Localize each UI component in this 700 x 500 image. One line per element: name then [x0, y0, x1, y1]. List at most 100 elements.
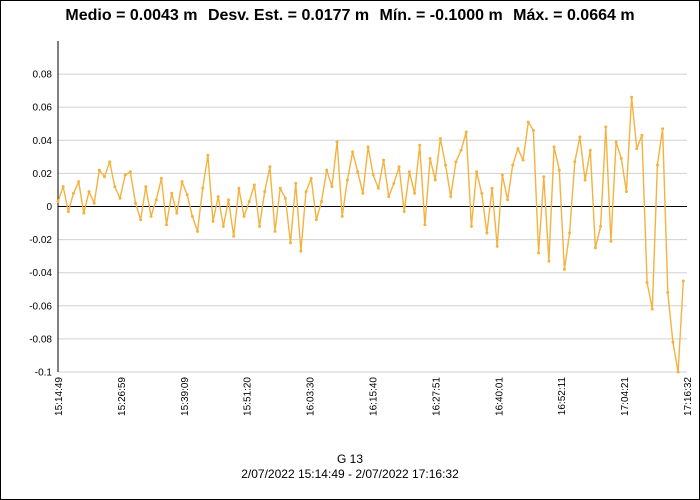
data-point: [661, 127, 665, 131]
data-point: [464, 130, 468, 134]
data-point: [113, 185, 117, 189]
data-point: [221, 224, 225, 228]
data-point: [588, 148, 592, 152]
data-point: [258, 224, 262, 228]
data-point: [211, 219, 215, 223]
data-point: [201, 186, 205, 190]
data-point: [149, 214, 153, 218]
data-point: [304, 190, 308, 194]
data-point: [190, 214, 194, 218]
title-min: Mín. = -0.1000 m: [379, 7, 503, 24]
data-point: [273, 229, 277, 233]
data-point: [681, 279, 685, 283]
x-tick-label: 15:39:09: [180, 377, 191, 416]
data-point: [459, 148, 463, 152]
data-point: [531, 128, 535, 132]
data-point: [340, 214, 344, 218]
data-point: [361, 191, 365, 195]
data-point: [108, 160, 112, 164]
title-mean: Medio = 0.0043 m: [65, 7, 198, 24]
data-point: [237, 186, 241, 190]
data-point: [61, 185, 65, 189]
data-point: [495, 244, 499, 248]
data-point: [325, 168, 329, 172]
data-point: [123, 173, 127, 177]
data-point: [351, 150, 355, 154]
data-point: [82, 211, 86, 215]
data-point: [128, 170, 132, 174]
data-point: [593, 246, 597, 250]
x-tick-label: 15:26:59: [117, 377, 128, 416]
data-point: [139, 218, 143, 222]
data-point: [185, 193, 189, 197]
data-point: [118, 196, 122, 200]
data-point: [578, 135, 582, 139]
data-point: [159, 176, 163, 180]
data-point: [490, 186, 494, 190]
data-point: [77, 180, 81, 184]
data-point: [599, 224, 603, 228]
data-point: [170, 191, 174, 195]
data-point: [547, 259, 551, 263]
y-tick-label: -0.06: [29, 301, 52, 312]
data-point: [278, 186, 282, 190]
data-point: [356, 170, 360, 174]
data-point: [382, 158, 386, 162]
data-point: [268, 165, 272, 169]
data-point: [97, 168, 101, 172]
data-point: [454, 160, 458, 164]
data-point: [72, 191, 76, 195]
data-point: [475, 170, 479, 174]
data-point: [650, 307, 654, 311]
data-point: [666, 291, 670, 295]
data-point: [676, 370, 680, 374]
data-point: [242, 214, 246, 218]
data-point: [165, 223, 169, 227]
data-point: [655, 163, 659, 167]
title-stddev: Desv. Est. = 0.0177 m: [207, 7, 370, 24]
data-point: [444, 163, 448, 167]
data-point: [573, 160, 577, 164]
data-point: [314, 218, 318, 222]
data-point: [345, 178, 349, 182]
data-point: [216, 195, 220, 199]
data-point: [320, 200, 324, 204]
data-point: [283, 196, 287, 200]
data-point: [469, 224, 473, 228]
data-point: [387, 195, 391, 199]
y-tick-label: -0.02: [29, 235, 52, 246]
data-point: [552, 145, 556, 149]
data-point: [309, 176, 313, 180]
data-point: [614, 140, 618, 144]
y-tick-label: 0.08: [33, 70, 53, 81]
data-point: [232, 234, 236, 238]
data-point: [175, 211, 179, 215]
data-point: [247, 200, 251, 204]
data-point: [371, 173, 375, 177]
data-point: [294, 181, 298, 185]
data-point: [449, 195, 453, 199]
data-point: [134, 201, 138, 205]
date-range: 2/07/2022 15:14:49 - 2/07/2022 17:16:32: [241, 467, 459, 481]
data-point: [180, 180, 184, 184]
data-point: [299, 249, 303, 253]
data-point: [537, 251, 541, 255]
x-tick-label: 15:14:49: [54, 377, 65, 416]
data-point: [485, 231, 489, 235]
y-tick-label: 0.02: [33, 169, 53, 180]
data-point: [92, 201, 96, 205]
data-point: [263, 190, 267, 194]
series-line: [57, 96, 684, 373]
data-point: [635, 147, 639, 151]
data-point: [568, 231, 572, 235]
data-point: [196, 229, 200, 233]
data-point: [66, 209, 70, 213]
x-tick-label: 16:15:40: [369, 377, 380, 416]
data-point: [526, 120, 530, 124]
data-point: [330, 185, 334, 189]
x-tick-label: 17:04:21: [620, 377, 631, 416]
data-point: [433, 178, 437, 182]
data-point: [402, 209, 406, 213]
